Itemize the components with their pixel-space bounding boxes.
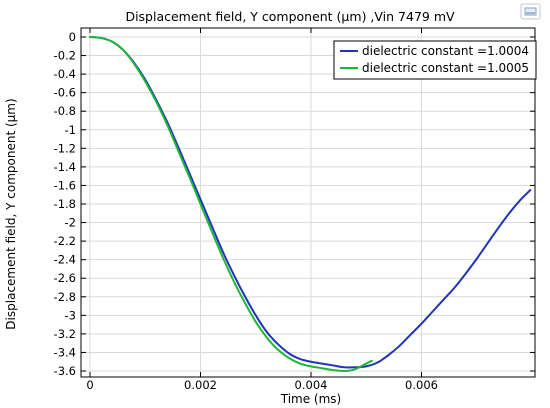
- series-line-2: [89, 36, 373, 373]
- y-tick-label: -2.8: [54, 290, 76, 304]
- y-tick-label: -1.6: [54, 178, 76, 192]
- y-tick-label: -2.4: [54, 253, 76, 267]
- x-axis-label: Time (ms): [280, 392, 342, 406]
- chart-title: Displacement field, Y component (µm) ,Vi…: [125, 9, 455, 24]
- y-tick-label: -3: [65, 308, 76, 322]
- y-tick-label: -1.4: [54, 160, 76, 174]
- x-tick-label: 0: [86, 378, 93, 392]
- y-tick-labels: 0 -0.2 -0.4 -0.6 -0.8 -1 -1.2 -1.4 -1.6 -1.8 -2 -2.…: [54, 30, 76, 378]
- legend-label-2: dielectric constant =1.0005: [362, 61, 529, 75]
- legend-label-1: dielectric constant =1.0004: [362, 44, 529, 58]
- y-tick-label: -1: [65, 123, 76, 137]
- y-tick-label: -2: [65, 216, 76, 230]
- x-tick-labels: 0 0.002 0.004 0.006: [86, 378, 438, 392]
- y-tick-label: -1.2: [54, 141, 76, 155]
- x-tick-label: 0.006: [405, 378, 438, 392]
- legend-box: [333, 40, 537, 80]
- y-tick-label: -3.6: [54, 364, 76, 378]
- y-tick-label: -0.6: [54, 86, 76, 100]
- plot-frame: [80, 27, 536, 378]
- axes: [80, 27, 536, 378]
- series-line-1: [89, 36, 532, 369]
- legend: dielectric constant =1.0004 dielectric co…: [333, 40, 537, 80]
- y-tick-label: -0.8: [54, 104, 76, 118]
- legend-items: dielectric constant =1.0004 dielectric co…: [340, 44, 529, 75]
- x-tick-label: 0.002: [184, 378, 217, 392]
- x-tick-label: 0.004: [295, 378, 328, 392]
- series-lines: [89, 36, 532, 373]
- y-tick-label: -2.6: [54, 271, 76, 285]
- y-tick-label: -1.8: [54, 197, 76, 211]
- y-tick-label: -0.4: [54, 67, 76, 81]
- y-axis-label: Displacement field, Y component (µm): [4, 98, 18, 329]
- y-tick-label: -3.2: [54, 327, 76, 341]
- toolbar-icon[interactable]: [520, 3, 541, 20]
- y-tick-label: -0.2: [54, 49, 76, 63]
- y-tick-label: -2.2: [54, 234, 76, 248]
- y-tick-label: -3.4: [54, 345, 76, 359]
- y-tick-label: 0: [69, 30, 76, 44]
- grid: [81, 28, 535, 377]
